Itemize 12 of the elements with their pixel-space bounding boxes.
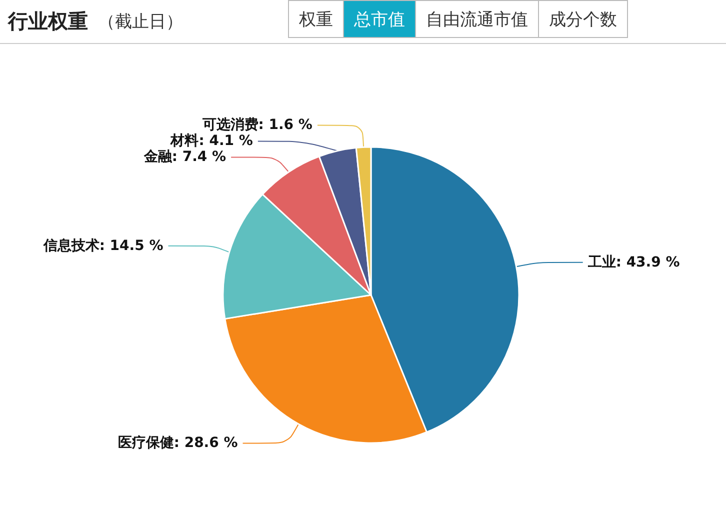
text: 总市值 — [343, 1, 415, 37]
slice-label: 材料: 4.1 % — [170, 133, 253, 150]
slice-label: 工业: 43.9 % — [586, 254, 680, 270]
text: 成分个数 — [538, 1, 627, 37]
text: 自由流通市值 — [415, 1, 538, 37]
slice-label: 可选消费: 1.6 % — [201, 117, 312, 134]
slice-label: 金融: 7.4 % — [142, 149, 226, 166]
slice-label: 信息技术: 14.5 % — [42, 238, 164, 254]
text: 权重 — [289, 1, 343, 37]
slice-label: 医疗保健: 28.6 % — [118, 434, 238, 452]
chart-subtitle: （截止日） — [98, 11, 183, 33]
chart-title: 行业权重 — [8, 8, 88, 35]
